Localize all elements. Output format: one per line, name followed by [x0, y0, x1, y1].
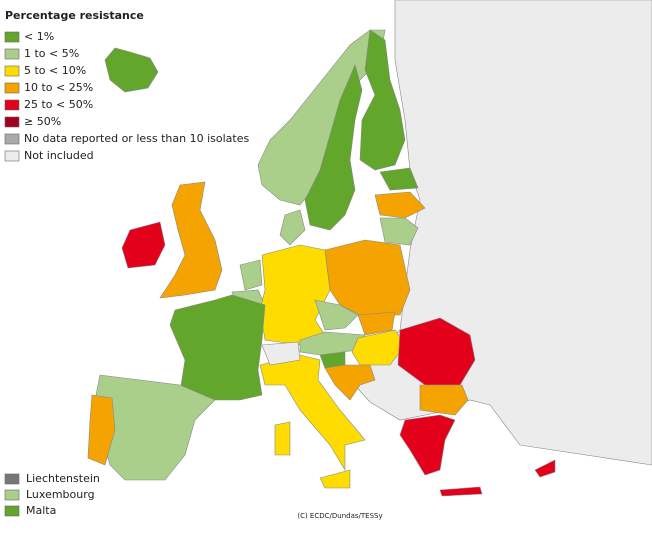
country [304, 64, 363, 231]
legend-label: ≥ 50% [24, 115, 61, 128]
country [259, 244, 331, 346]
legend-swatch [4, 82, 20, 94]
legend-swatch [4, 116, 20, 128]
legend-label: Not included [24, 149, 94, 162]
country [261, 341, 301, 366]
legend-swatch [4, 31, 20, 43]
country [239, 259, 263, 291]
country [104, 47, 159, 93]
country [279, 209, 306, 246]
country [439, 486, 483, 497]
country [379, 167, 419, 191]
legend-title: Percentage resistance [5, 9, 144, 22]
legend-swatch [4, 48, 20, 60]
country [319, 469, 351, 489]
legend-label: < 1% [24, 30, 54, 43]
country [359, 29, 406, 171]
legend-swatch [4, 99, 20, 111]
credit: (C) ECDC/Dundas/TESSy [297, 512, 382, 520]
legend-swatch [4, 150, 20, 162]
country [159, 181, 223, 299]
small-state-swatch [4, 505, 20, 517]
small-state-swatch [4, 489, 20, 501]
country [324, 239, 411, 316]
country [274, 421, 291, 456]
legend-label: 25 to < 50% [24, 98, 93, 111]
small-states-legend: Liechtenstein Luxembourg Malta [4, 472, 100, 517]
small-state-label: Malta [26, 504, 56, 517]
countries [87, 29, 556, 497]
country [397, 317, 476, 386]
legend-label: No data reported or less than 10 isolate… [24, 132, 249, 145]
small-state-swatch [4, 473, 20, 485]
legend-swatch [4, 65, 20, 77]
country [169, 294, 266, 401]
country [121, 221, 166, 269]
country [87, 394, 116, 466]
country [324, 364, 376, 401]
country [379, 217, 419, 246]
legend-swatch [4, 133, 20, 145]
country [419, 384, 469, 416]
country [351, 329, 406, 366]
small-state-label: Liechtenstein [26, 472, 100, 485]
country [399, 414, 456, 476]
country [357, 311, 396, 336]
country [259, 354, 366, 472]
legend-label: 5 to < 10% [24, 64, 86, 77]
country [314, 299, 359, 331]
legend-label: 10 to < 25% [24, 81, 93, 94]
small-state-label: Luxembourg [26, 488, 95, 501]
legend-label: 1 to < 5% [24, 47, 79, 60]
country [374, 191, 426, 219]
legend: < 1% 1 to < 5% 5 to < 10% 10 to < 25% 25 to … [4, 30, 249, 162]
country [534, 459, 556, 478]
